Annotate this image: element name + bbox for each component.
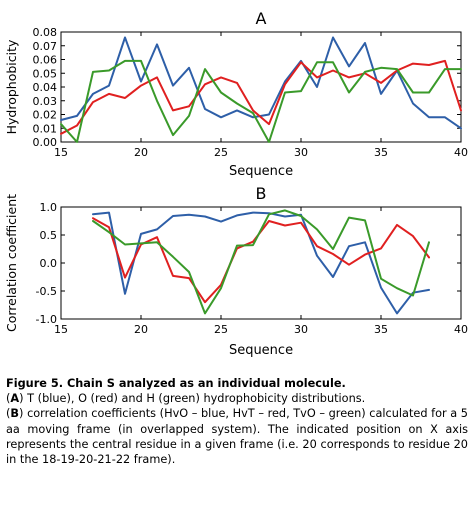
panel-a-y-tick-label: 0.03	[33, 95, 58, 108]
panel-b-y-tick-label: 0.5	[40, 229, 58, 242]
caption-part-a-letter: A	[10, 392, 20, 406]
panel-b-y-tick-label: 0.0	[40, 257, 58, 270]
panel-a-y-axis-label: Hydrophobicity	[4, 39, 19, 134]
panel-a-x-tick-label: 25	[214, 146, 228, 159]
panel-a-x-tick-label: 35	[374, 146, 388, 159]
panel-a-x-tick-label: 30	[294, 146, 308, 159]
panel-a-y-tick-label: 0.07	[33, 40, 58, 53]
figure-panels: 15 20 25 30 35 40 0.000.010.020.030.040.050.06…	[4, 9, 468, 358]
panel-b-letter: B	[256, 184, 267, 203]
panel-a-y-tick-label: 0.01	[33, 122, 58, 135]
panel-a-x-tick-label: 20	[134, 146, 148, 159]
panel-b-y-axis-label: Correlation coefficient	[4, 194, 19, 332]
panel-a-x-tick-label: 40	[454, 146, 468, 159]
panel-a-x-tick-label: 15	[54, 146, 68, 159]
caption-title: Figure 5. Chain S analyzed as an individ…	[6, 377, 346, 390]
panel-a-x-axis-label: Sequence	[229, 164, 293, 179]
panel-b-series-line-3	[92, 209, 430, 315]
panel-b-x-tick-label: 35	[374, 323, 388, 336]
panel-a-y-tick-label: 0.02	[33, 109, 58, 122]
panel-a-y-tick-label: 0.00	[33, 136, 58, 149]
panel-b-x-tick-label: 20	[134, 323, 148, 336]
caption-part-b-text: correlation coefficients (HvO – blue, Hv…	[6, 407, 468, 467]
panel-a-series-line-2	[60, 59, 462, 135]
panel-a-y-tick-label: 0.05	[33, 67, 58, 80]
panel-a-letter: A	[256, 9, 267, 28]
figure-caption: Figure 5. Chain S analyzed as an individ…	[6, 377, 468, 467]
panel-b-y-tick-label: 1.0	[40, 201, 58, 214]
panel-a-y-tick-label: 0.08	[33, 26, 58, 39]
panel-b-y-tick-label: -0.5	[36, 285, 57, 298]
panel-a-y-tick-label: 0.06	[33, 54, 58, 67]
panel-b-x-tick-label: 25	[214, 323, 228, 336]
panel-a-y-tick-label: 0.04	[33, 81, 58, 94]
caption-part-b-letter: B	[10, 407, 20, 421]
panel-b-series-line-1	[92, 211, 430, 315]
panel-b-x-tick-label: 30	[294, 323, 308, 336]
panel-b-x-axis-label: Sequence	[229, 343, 293, 358]
panel-b-x-tick-label: 15	[54, 323, 68, 336]
caption-part-a-text: T (blue), O (red) and H (green) hydropho…	[27, 392, 366, 406]
panel-a: 15 20 25 30 35 40 0.000.010.020.030.040.050.06…	[4, 9, 468, 179]
panel-b-y-tick-label: -1.0	[36, 313, 57, 326]
panel-a-series-line-3	[60, 59, 462, 143]
panel-b-x-tick-label: 40	[454, 323, 468, 336]
panel-a-series-line-1	[60, 36, 462, 130]
panel-b: 15 20 25 30 35 40 -1.0 -0.5 0.0 0.5 1.0 B Sequence Co…	[4, 184, 468, 358]
